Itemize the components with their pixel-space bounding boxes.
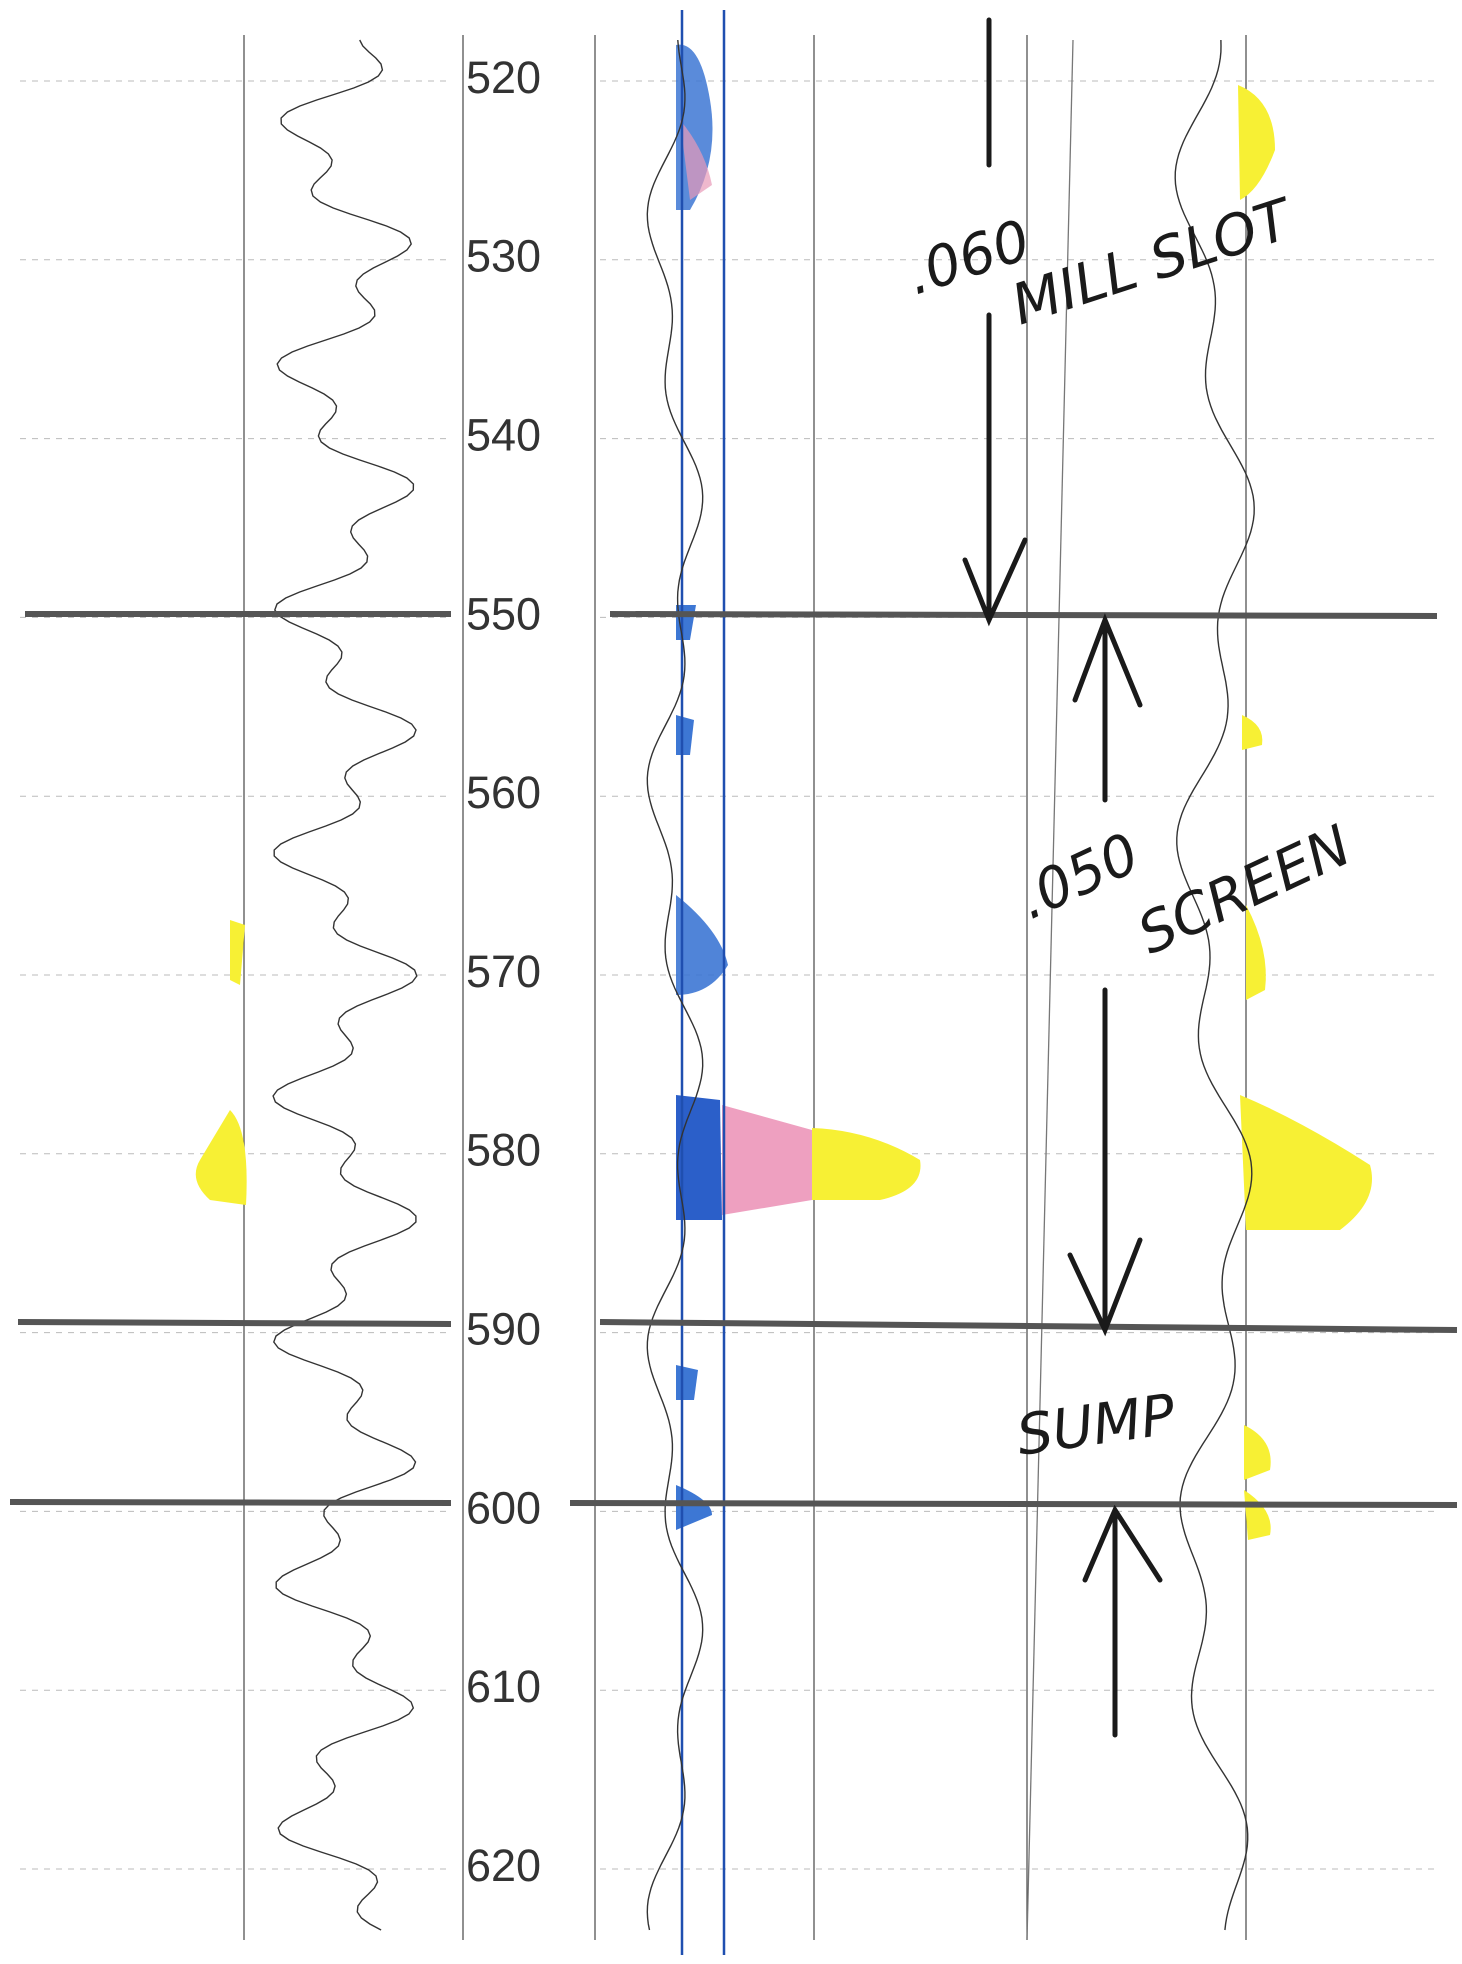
zone-boundaries	[9, 611, 1458, 1508]
log-trace	[272, 39, 418, 1931]
sump-label: SUMP	[1013, 1382, 1179, 1468]
annotation-arrows	[962, 17, 1163, 1738]
depth-label: 540	[466, 409, 541, 460]
depth-label: 590	[466, 1303, 541, 1354]
depth-label: 560	[466, 767, 541, 818]
casing-lines	[680, 10, 726, 1955]
log-trace	[1174, 39, 1255, 1931]
log-trace	[646, 39, 704, 1931]
depth-label: 580	[466, 1125, 541, 1176]
depth-label: 620	[466, 1840, 541, 1891]
highlight-fills	[195, 44, 1372, 1540]
depth-label: 600	[466, 1482, 541, 1533]
log-curves	[272, 39, 1255, 1931]
screen-size: .050	[1008, 821, 1148, 933]
depth-label: 550	[466, 588, 541, 639]
depth-label: 610	[466, 1661, 541, 1712]
mill-slot-label: MILL SLOT	[1004, 186, 1302, 338]
depth-label: 530	[466, 231, 541, 282]
track-columns	[243, 35, 1247, 1941]
depth-label: 570	[466, 946, 541, 997]
annotations: .060 MILL SLOT .050 SCREEN SUMP	[899, 186, 1361, 1469]
depth-labels: 520 530 540 550 560 570 580 590 600 610 620	[466, 52, 541, 1891]
screen-label: SCREEN	[1128, 813, 1360, 968]
depth-label: 520	[466, 52, 541, 103]
